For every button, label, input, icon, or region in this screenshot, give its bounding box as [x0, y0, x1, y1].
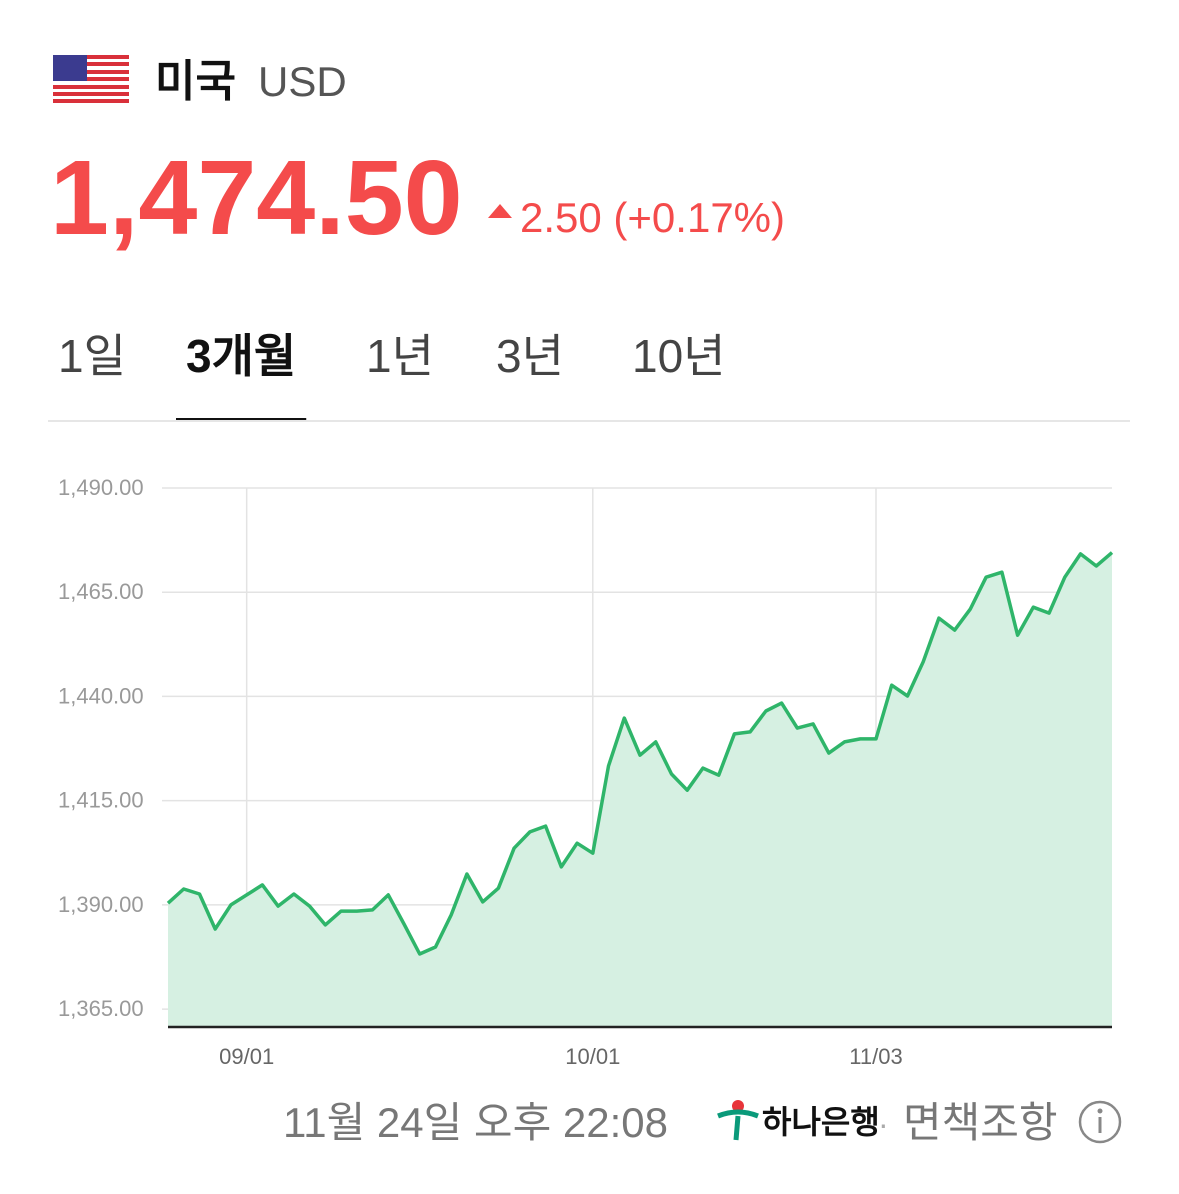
area-fill: [168, 552, 1112, 1027]
line: [166, 551, 1114, 956]
y-tick-label: 1,440.00: [58, 683, 144, 708]
x-tick-label: 09/01: [219, 1044, 274, 1069]
disclaimer[interactable]: 면책조항: [903, 1099, 1058, 1146]
tab[interactable]: 3년: [496, 330, 564, 382]
y-tick-label: 1,390.00: [58, 892, 144, 917]
bank-name: 하나은행: [762, 1104, 880, 1140]
timestamp: 11월 24일 오후 22:08: [283, 1099, 668, 1146]
bank-logo: [717, 1100, 759, 1141]
separator: ·: [878, 1106, 889, 1142]
tab[interactable]: 1일: [58, 330, 126, 382]
change: 2.50 (+0.17%): [520, 194, 785, 241]
y-tick-label: 1,415.00: [58, 788, 144, 813]
y-tick-label: 1,465.00: [58, 579, 144, 604]
x-tick-label: 11/03: [849, 1044, 902, 1069]
country: 미국: [155, 57, 236, 106]
up-arrow: [488, 204, 512, 218]
chart: 1,365.00 1,390.00 1,415.00 1,440.00 1,465.00…: [58, 475, 1114, 1069]
currency: USD: [258, 58, 347, 105]
tab[interactable]: 3개월: [186, 330, 296, 382]
y-tick-label: 1,490.00: [58, 475, 144, 500]
tab-underline: [176, 418, 307, 421]
us-flag: [53, 55, 129, 103]
price: 1,474.50: [50, 139, 463, 257]
y-tick-label: 1,365.00: [58, 996, 144, 1021]
tabs: 1일 3개월 1년 3년 10년: [58, 330, 726, 421]
tab[interactable]: 10년: [632, 330, 726, 382]
tab[interactable]: 1년: [366, 330, 434, 382]
info-icon[interactable]: [1078, 1100, 1122, 1144]
x-tick-label: 10/01: [565, 1044, 620, 1069]
